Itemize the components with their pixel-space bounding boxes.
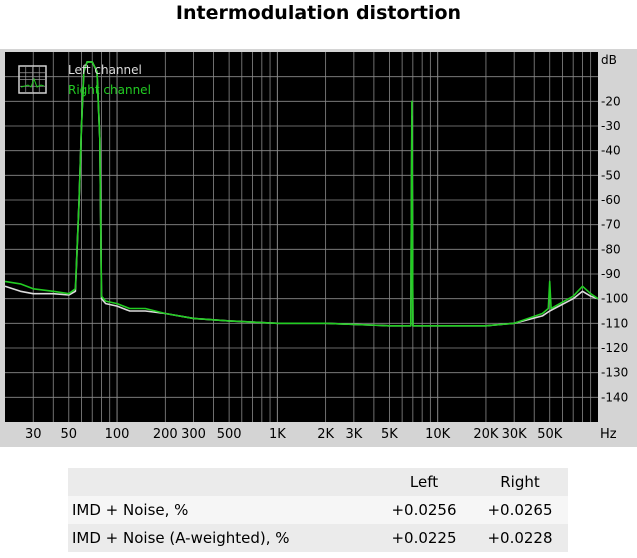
legend-left-channel: Left channel [68,63,142,77]
x-axis-unit: Hz [600,427,617,442]
x-tick-label: 50 [61,427,78,442]
header-left: Left [376,468,472,496]
x-tick-label: 100 [105,427,130,442]
row-label: IMD + Noise, % [68,496,376,524]
row-left-value: +0.0225 [376,524,472,552]
y-tick-label: -80 [601,242,621,256]
y-tick-label: -130 [601,366,628,380]
row-right-value: +0.0228 [472,524,568,552]
table-row: IMD + Noise, % +0.0256 +0.0265 [68,496,568,524]
plot-area [5,52,598,422]
y-tick-label: -90 [601,267,621,281]
series-line-right-channel [4,61,599,327]
x-tick-label: 200 [153,427,178,442]
chart-title: Intermodulation distortion [175,2,462,24]
results-header-row: Left Right [68,468,568,496]
y-tick-label: -110 [601,316,628,330]
y-tick-label: -140 [601,390,628,404]
legend-right-channel: Right channel [68,83,151,97]
legend-icon-frame [18,65,47,94]
row-right-value: +0.0265 [472,496,568,524]
y-tick-label: -100 [601,292,628,306]
x-tick-label: 2K [317,427,334,442]
y-tick-label: -30 [601,119,621,133]
x-tick-label: 300 [181,427,206,442]
x-tick-label: 10K [425,427,451,442]
spectrum-icon [20,67,45,92]
header-right: Right [472,468,568,496]
table-row: IMD + Noise (A-weighted), % +0.0225 +0.0… [68,524,568,552]
y-tick-label: -70 [601,218,621,232]
y-axis-ticks: -20 -30 -40 -50 -60 -70 -80 -90 -100 -110 -120 -130… [601,94,628,404]
y-tick-label: -40 [601,144,621,158]
imd-chart: 30 50 100 200 300 500 1K 2K 3K 5K 10K 20K 30K 50K -20… [0,49,637,447]
x-tick-label: 50K [537,427,563,442]
results-table: Left Right IMD + Noise, % +0.0256 +0.026… [68,468,568,552]
x-tick-label: 20K [473,427,499,442]
legend: Left channel Right channel [18,63,151,97]
x-tick-label: 5K [381,427,398,442]
x-tick-label: 30K [502,427,528,442]
row-left-value: +0.0256 [376,496,472,524]
y-axis-unit: dB [601,53,617,67]
x-tick-label: 3K [345,427,362,442]
x-tick-label: 1K [269,427,286,442]
header-label [68,468,376,496]
x-axis-ticks: 30 50 100 200 300 500 1K 2K 3K 5K 10K 20K 30K 50K [25,427,563,442]
y-tick-label: -20 [601,94,621,108]
y-tick-label: -50 [601,168,621,182]
x-tick-label: 30 [25,427,42,442]
grid [5,52,598,422]
y-tick-label: -60 [601,193,621,207]
series-lines [4,61,599,327]
x-tick-label: 500 [217,427,242,442]
y-tick-label: -120 [601,341,628,355]
row-label: IMD + Noise (A-weighted), % [68,524,376,552]
